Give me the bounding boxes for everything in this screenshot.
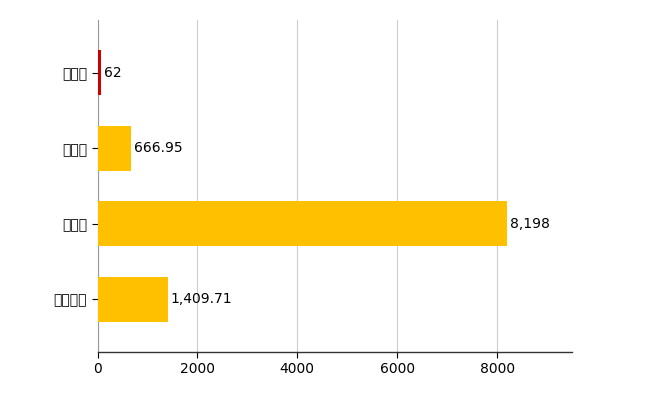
Bar — [98, 126, 131, 171]
Bar — [98, 276, 168, 322]
Text: 1,409.71: 1,409.71 — [171, 292, 233, 306]
Bar — [98, 201, 507, 246]
Text: 62: 62 — [103, 66, 121, 80]
Text: 8,198: 8,198 — [510, 217, 550, 231]
Bar — [98, 50, 101, 96]
Text: 666.95: 666.95 — [134, 141, 183, 155]
